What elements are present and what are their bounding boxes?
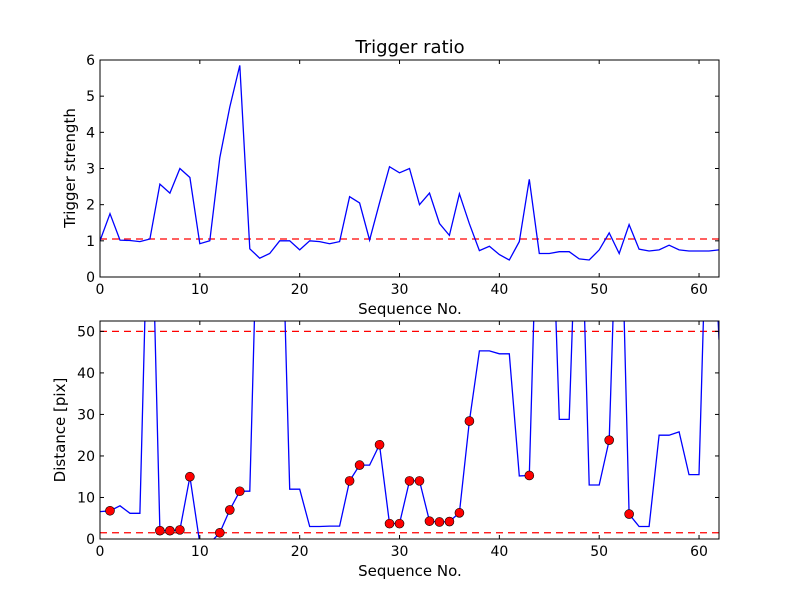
data-point bbox=[374, 439, 385, 450]
plot-area bbox=[100, 65, 719, 261]
y-tick-label: 0 bbox=[86, 532, 95, 548]
x-tick-label: 60 bbox=[690, 544, 708, 560]
bottom-axes: 0 10 20 30 40 50 60 0 10 20 30 40 50 bbox=[77, 320, 720, 560]
x-tick-label: 50 bbox=[590, 282, 608, 298]
y-tick-label: 1 bbox=[86, 234, 95, 250]
x-tick-label: 40 bbox=[490, 544, 508, 560]
data-point bbox=[384, 518, 395, 529]
data-point bbox=[215, 527, 225, 538]
data-point bbox=[624, 509, 634, 519]
bottom-ylabel: Distance [pix] bbox=[51, 378, 69, 483]
data-point bbox=[185, 471, 195, 482]
data-point bbox=[344, 476, 355, 486]
axes-frame bbox=[99, 320, 720, 540]
y-tick-label: 4 bbox=[86, 125, 95, 141]
data-point bbox=[524, 470, 535, 481]
data-point bbox=[444, 516, 455, 527]
y-tick-label: 0 bbox=[86, 270, 95, 286]
x-tick-label: 60 bbox=[690, 282, 708, 298]
data-point bbox=[604, 435, 614, 445]
data-point bbox=[404, 476, 415, 486]
data-point bbox=[224, 505, 235, 515]
chart-title: Trigger ratio bbox=[354, 37, 464, 58]
y-tick-label: 30 bbox=[77, 407, 95, 423]
top-axes: 0 10 20 30 40 50 60 0 1 2 3 4 5 6 bbox=[86, 53, 720, 298]
data-point bbox=[165, 525, 175, 536]
data-point bbox=[234, 486, 245, 497]
series-line bbox=[100, 65, 719, 261]
data-point bbox=[424, 516, 435, 526]
top-xlabel: Sequence No. bbox=[358, 300, 462, 318]
y-tick-label: 20 bbox=[77, 449, 95, 465]
y-tick-label: 3 bbox=[86, 162, 95, 178]
x-tick-label: 10 bbox=[191, 544, 209, 560]
y-tick-label: 40 bbox=[77, 366, 95, 382]
data-point bbox=[434, 517, 445, 527]
x-tick-label: 30 bbox=[391, 282, 409, 298]
data-point bbox=[105, 505, 115, 516]
data-point bbox=[354, 460, 365, 470]
x-tick-label: 40 bbox=[490, 282, 508, 298]
x-tick-label: 0 bbox=[96, 544, 105, 560]
y-tick-label: 5 bbox=[86, 89, 95, 105]
y-tick-label: 2 bbox=[86, 198, 95, 214]
x-tick-label: 30 bbox=[391, 544, 409, 560]
y-tick-label: 50 bbox=[77, 324, 95, 340]
x-tick-label: 50 bbox=[590, 544, 608, 560]
data-point bbox=[464, 416, 475, 426]
x-tick-label: 20 bbox=[291, 544, 309, 560]
data-point bbox=[175, 525, 185, 535]
data-point bbox=[414, 476, 425, 486]
y-tick-label: 6 bbox=[86, 53, 95, 69]
data-point bbox=[394, 518, 405, 529]
data-point bbox=[155, 525, 165, 536]
top-ylabel: Trigger strength bbox=[61, 108, 79, 229]
x-tick-label: 10 bbox=[191, 282, 209, 298]
bottom-xlabel: Sequence No. bbox=[358, 562, 462, 580]
y-tick-label: 10 bbox=[77, 490, 95, 506]
x-tick-label: 20 bbox=[291, 282, 309, 298]
x-tick-label: 0 bbox=[96, 282, 105, 298]
data-point bbox=[454, 508, 465, 518]
